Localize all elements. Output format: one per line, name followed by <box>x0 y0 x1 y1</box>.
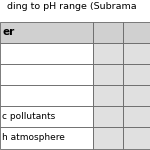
Bar <box>93 106 123 127</box>
Bar <box>0 127 93 148</box>
Bar <box>123 22 150 43</box>
Bar <box>0 106 93 127</box>
Bar <box>93 43 123 64</box>
Text: er: er <box>2 27 15 37</box>
Bar <box>0 85 93 106</box>
Text: h atmosphere: h atmosphere <box>2 134 65 142</box>
Text: ding to pH range (Subrama: ding to pH range (Subrama <box>7 2 137 11</box>
Bar <box>93 64 123 85</box>
Bar <box>0 22 93 43</box>
Bar <box>93 22 123 43</box>
Bar <box>93 127 123 148</box>
Bar <box>123 106 150 127</box>
Bar <box>123 43 150 64</box>
Bar <box>0 64 93 85</box>
Bar <box>123 85 150 106</box>
Bar <box>123 127 150 148</box>
Text: c pollutants: c pollutants <box>2 112 56 121</box>
Bar <box>123 64 150 85</box>
Bar <box>0 43 93 64</box>
Bar <box>93 85 123 106</box>
